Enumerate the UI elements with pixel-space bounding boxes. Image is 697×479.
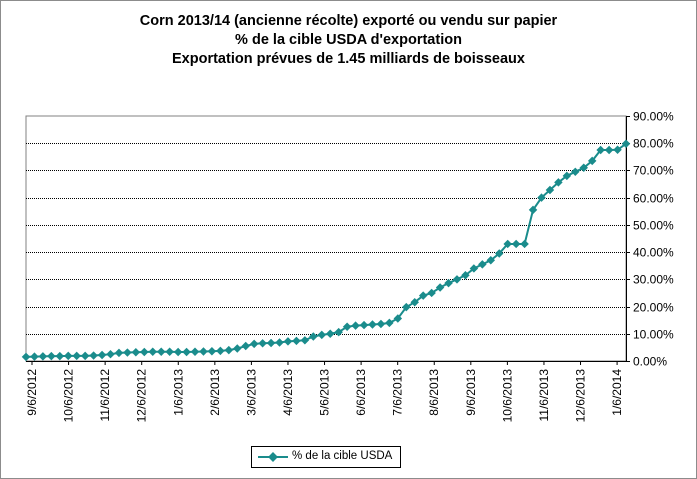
data-point	[444, 278, 453, 288]
y-tick-label: 80.00%	[633, 137, 674, 151]
data-point	[393, 314, 403, 323]
data-point	[461, 271, 470, 280]
data-point	[55, 351, 65, 361]
data-point	[300, 336, 310, 345]
x-tick-label: 10/6/2012	[62, 369, 76, 423]
data-point	[173, 347, 183, 357]
x-tick-label: 2/6/2013	[208, 369, 222, 416]
y-tick-label: 60.00%	[633, 192, 674, 206]
data-point	[486, 256, 496, 265]
data-point	[131, 348, 141, 357]
data-point	[309, 332, 318, 341]
y-tick-label: 70.00%	[633, 164, 674, 178]
data-point	[190, 347, 200, 356]
x-tick-label: 11/6/2013	[537, 369, 551, 422]
y-tick-label: 30.00%	[633, 273, 674, 287]
data-point	[80, 351, 90, 361]
data-point	[216, 346, 225, 356]
data-point	[97, 350, 107, 360]
y-tick-label: 0.00%	[633, 355, 667, 369]
data-point	[182, 347, 191, 357]
data-point	[241, 341, 250, 351]
plot-area	[25, 115, 627, 362]
data-point	[266, 338, 276, 348]
x-tick-label: 9/6/2013	[464, 369, 478, 416]
data-point	[38, 352, 48, 361]
data-point	[317, 330, 327, 340]
data-point	[72, 351, 81, 361]
data-point	[494, 249, 504, 258]
x-tick-label: 12/6/2012	[135, 369, 149, 423]
x-tick-label: 9/6/2012	[25, 369, 39, 416]
data-point	[503, 239, 512, 249]
x-tick-label: 3/6/2013	[244, 369, 258, 416]
data-point	[435, 283, 445, 292]
x-tick-label: 7/6/2013	[391, 369, 405, 416]
data-point	[233, 344, 242, 353]
data-point	[64, 351, 73, 361]
data-point	[402, 302, 411, 312]
data-point	[359, 320, 369, 330]
title-line-2: % de la cible USDA d'exportation	[235, 32, 462, 48]
y-tick-label: 10.00%	[633, 328, 674, 342]
data-point	[47, 351, 56, 361]
legend-label: % de la cible USDA	[292, 450, 393, 462]
data-point	[199, 347, 208, 356]
data-point	[376, 319, 386, 329]
data-point	[452, 275, 462, 284]
data-point	[148, 347, 158, 356]
data-point	[469, 264, 479, 273]
x-tick-label: 5/6/2013	[318, 369, 332, 416]
data-point	[418, 291, 428, 300]
data-point	[165, 347, 174, 356]
x-tick-label: 8/6/2013	[427, 369, 441, 416]
data-point	[410, 297, 419, 307]
x-tick-label: 1/6/2013	[171, 369, 185, 416]
y-tick-label: 50.00%	[633, 219, 674, 233]
x-tick-label: 6/6/2013	[354, 369, 368, 416]
data-point	[325, 329, 335, 339]
data-point	[21, 352, 31, 362]
x-tick-label: 12/6/2013	[574, 369, 588, 423]
data-point	[385, 318, 394, 328]
data-point	[224, 345, 234, 355]
data-point	[427, 288, 436, 298]
data-point	[283, 337, 293, 346]
legend: % de la cible USDA	[251, 446, 401, 468]
data-point	[140, 347, 149, 357]
legend-swatch	[258, 452, 288, 462]
data-point	[342, 322, 352, 331]
data-point	[351, 321, 360, 330]
x-tick-label: 11/6/2012	[98, 369, 112, 422]
data-point	[334, 327, 343, 337]
y-tick-label: 90.00%	[633, 110, 674, 124]
x-tick-label: 1/6/2014	[610, 369, 624, 416]
data-point	[123, 348, 132, 357]
data-point	[249, 339, 259, 349]
data-point	[258, 339, 267, 348]
data-point	[292, 336, 301, 346]
data-point	[106, 349, 115, 359]
y-tick-label: 40.00%	[633, 246, 674, 260]
title-line-3: Exportation prévues de 1.45 milliards de…	[172, 51, 525, 67]
title-line-1: Corn 2013/14 (ancienne récolte) exporté …	[139, 13, 558, 29]
data-point	[275, 338, 284, 347]
data-point	[30, 352, 39, 361]
x-tick-label: 4/6/2013	[281, 369, 295, 416]
data-point	[368, 320, 377, 329]
data-point	[89, 351, 98, 360]
y-tick-label: 20.00%	[633, 301, 674, 315]
data-point	[114, 348, 124, 358]
data-point	[478, 260, 487, 269]
x-tick-label: 10/6/2013	[500, 369, 514, 423]
data-point	[156, 347, 166, 356]
data-point	[207, 346, 217, 356]
chart-title: Corn 2013/14 (ancienne récolte) exporté …	[0, 12, 697, 69]
